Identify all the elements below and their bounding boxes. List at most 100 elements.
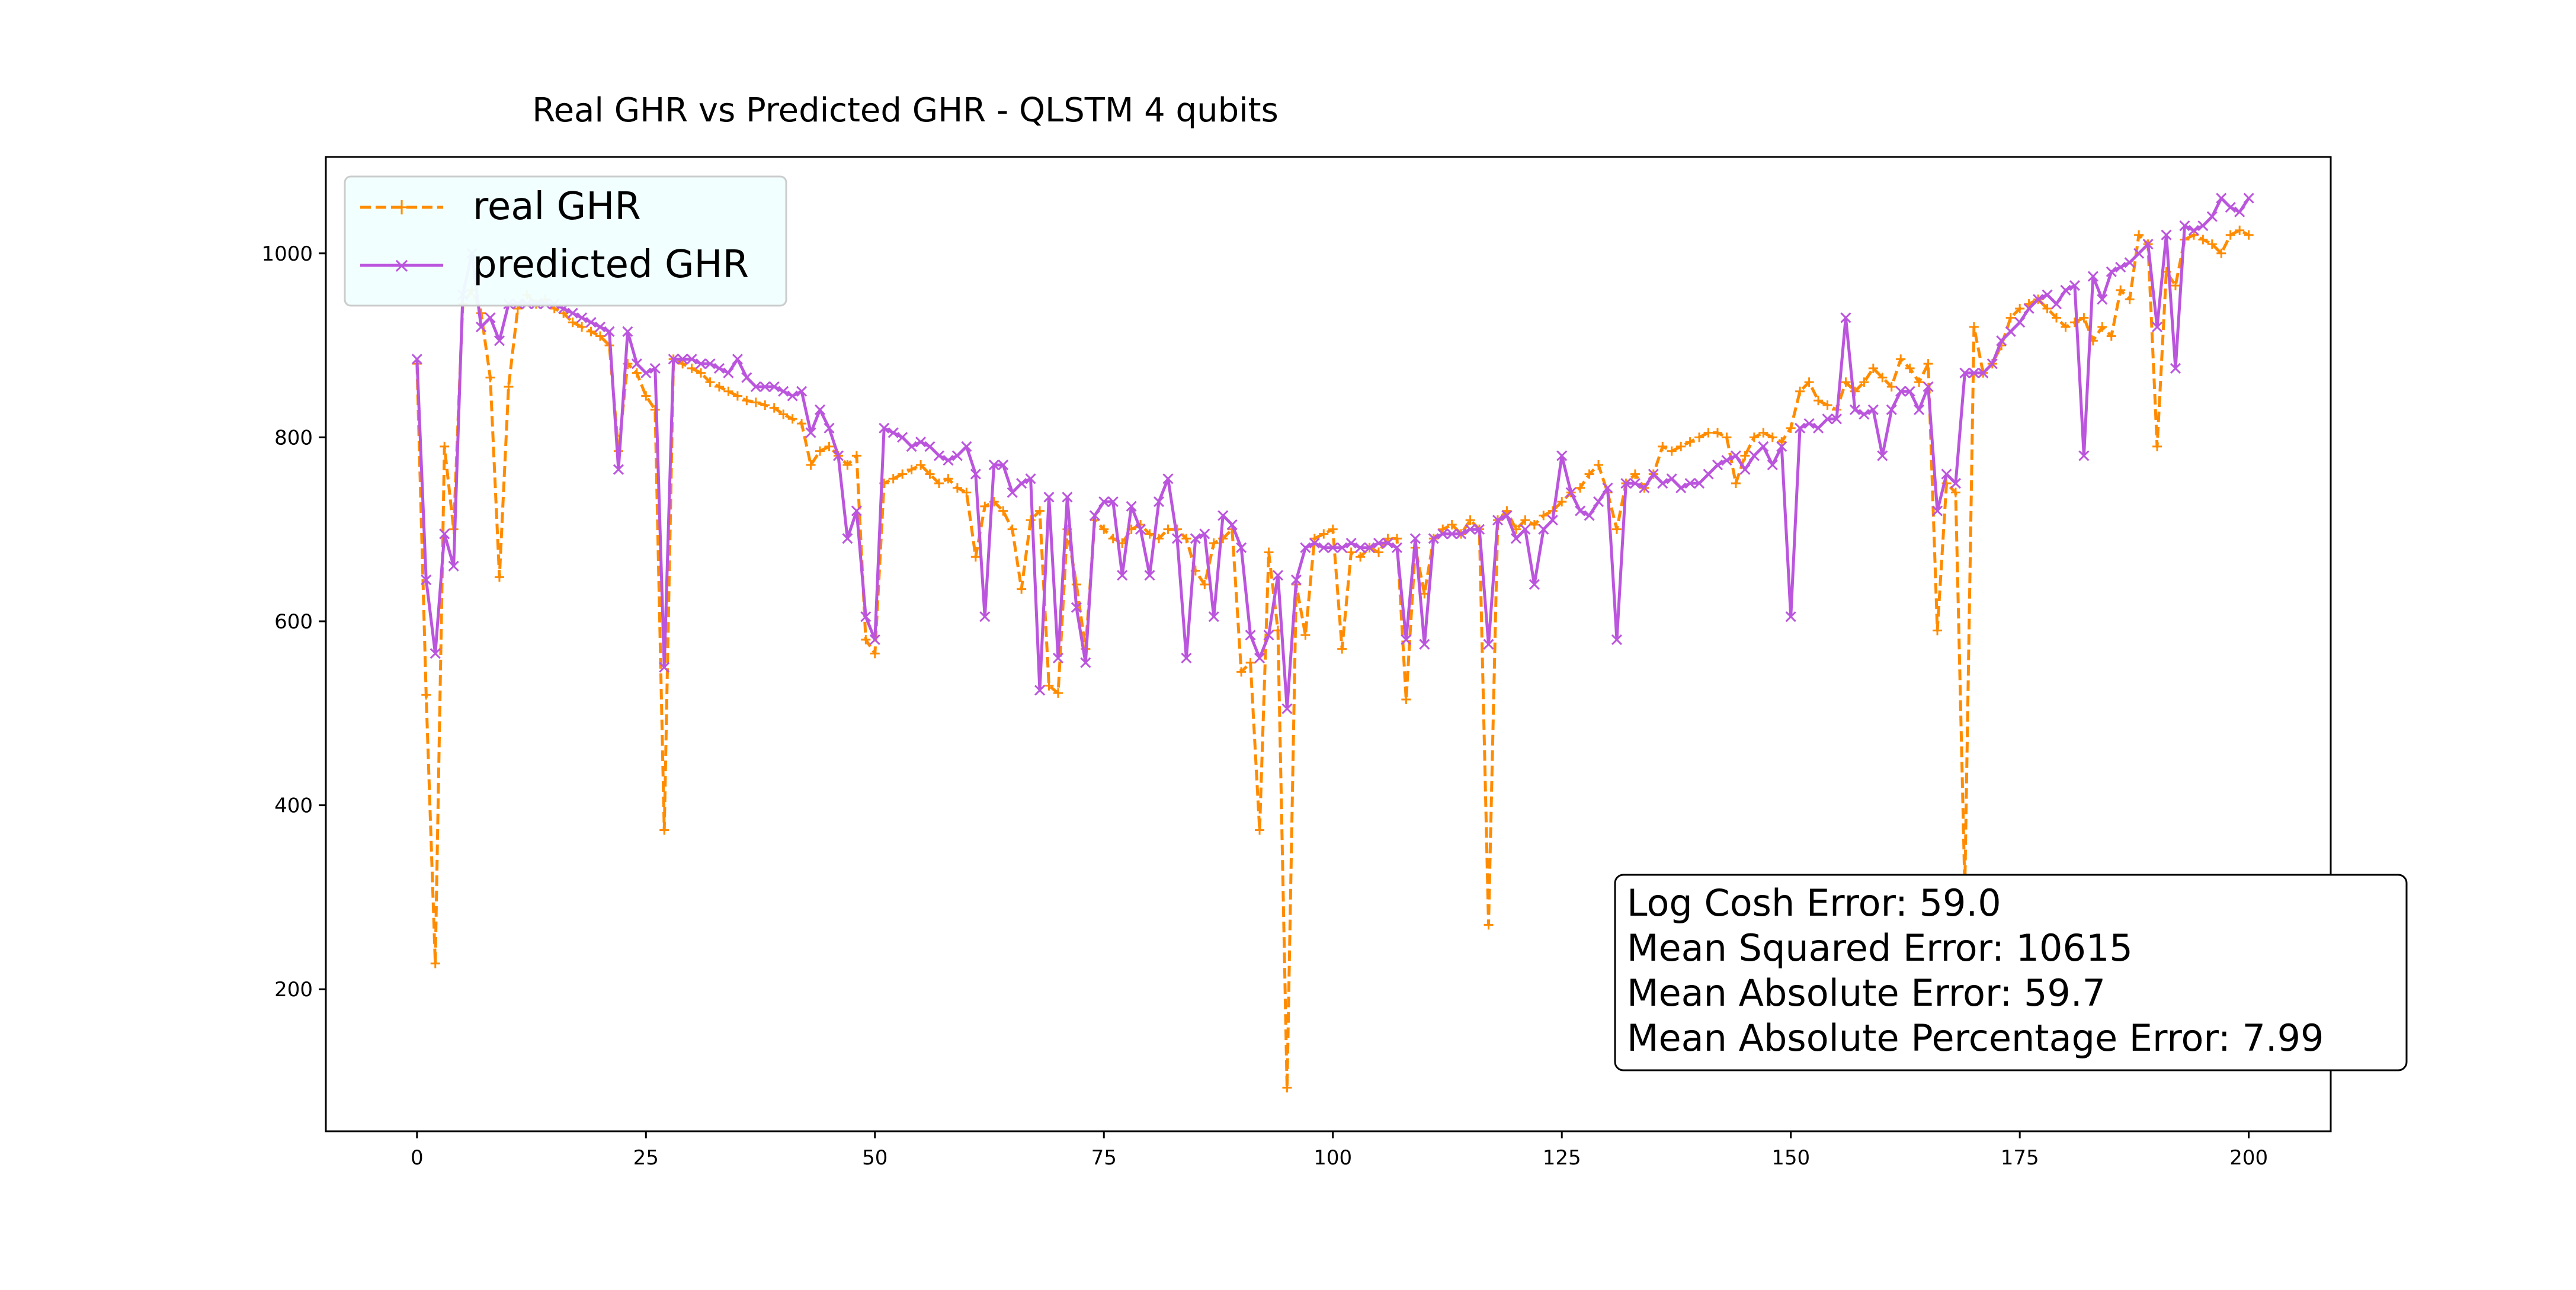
data-point-predicted	[1620, 477, 1632, 489]
data-point-real	[2061, 322, 2071, 332]
data-point-predicted	[1684, 477, 1696, 489]
data-point-real	[1859, 377, 1869, 387]
data-point-real	[1896, 354, 1906, 364]
legend-entry-predicted: × predicted GHR	[360, 243, 749, 287]
data-point-real	[659, 825, 669, 835]
data-point-real	[1667, 446, 1677, 456]
data-point-predicted	[2124, 257, 2135, 268]
data-point-predicted	[1767, 459, 1778, 471]
data-point-predicted	[1391, 542, 1403, 553]
data-point-predicted	[1419, 638, 1430, 650]
data-point-real	[970, 552, 981, 562]
data-point-real	[732, 391, 742, 401]
data-point-real	[2134, 230, 2144, 240]
data-point-real	[1795, 386, 1805, 396]
data-point-predicted	[1739, 464, 1751, 475]
data-point-predicted	[613, 464, 624, 475]
data-point-predicted	[906, 441, 917, 452]
data-point-real	[632, 368, 642, 378]
data-point-real	[1933, 625, 1943, 636]
data-point-predicted	[2087, 271, 2098, 282]
y-tick-label: 400	[274, 794, 313, 818]
data-point-predicted	[1281, 703, 1293, 714]
data-point-real	[1017, 584, 1027, 594]
data-point-real	[1905, 363, 1915, 373]
data-point-predicted	[1290, 575, 1302, 586]
data-point-real	[696, 368, 706, 378]
data-point-predicted	[1758, 441, 1769, 452]
data-point-predicted	[1795, 422, 1806, 434]
data-point-predicted	[1025, 473, 1036, 484]
data-point-real	[751, 397, 761, 407]
data-point-real	[1740, 451, 1750, 461]
data-point-real	[2216, 248, 2226, 258]
data-point-real	[1401, 694, 1411, 704]
x-tick-label: 100	[1313, 1146, 1352, 1170]
data-point-real	[943, 474, 953, 484]
data-point-predicted	[2023, 303, 2034, 315]
data-point-predicted	[1520, 524, 1531, 535]
data-point-predicted	[1337, 542, 1348, 553]
data-point-real	[1209, 538, 1219, 548]
data-point-real	[851, 451, 861, 461]
data-point-real	[980, 501, 990, 511]
data-point-predicted	[741, 372, 752, 383]
data-point-predicted	[430, 648, 441, 659]
data-point-predicted	[1254, 653, 1265, 664]
plot-frame	[325, 156, 2332, 1132]
data-point-predicted	[998, 459, 1009, 471]
data-point-predicted	[2069, 280, 2080, 291]
data-point-predicted	[787, 390, 798, 402]
data-point-real	[1822, 400, 1832, 410]
data-point-real	[769, 403, 779, 413]
data-point-predicted	[860, 611, 872, 622]
data-point-predicted	[567, 307, 578, 319]
data-point-predicted	[832, 450, 844, 461]
data-point-predicted	[1217, 510, 1229, 521]
data-point-real	[1758, 428, 1768, 438]
data-point-predicted	[1529, 579, 1540, 590]
data-point-real	[1236, 667, 1247, 677]
data-point-predicted	[1565, 487, 1577, 498]
data-point-predicted	[1730, 450, 1741, 461]
data-point-real	[797, 419, 807, 429]
data-point-real	[577, 322, 587, 332]
data-point-real	[2235, 225, 2245, 235]
data-point-real	[1255, 825, 1265, 835]
legend-marker-predicted-icon: ×	[393, 253, 411, 278]
data-point-predicted	[640, 367, 652, 378]
data-point-real	[1703, 428, 1713, 438]
metrics-annotation: Log Cosh Error: 59.0 Mean Squared Error:…	[1614, 874, 2408, 1071]
data-point-real	[742, 396, 752, 406]
data-point-predicted	[1501, 510, 1513, 521]
data-point-predicted	[1456, 528, 1467, 540]
data-point-real	[1767, 432, 1777, 442]
data-point-predicted	[439, 528, 450, 540]
x-tick-label: 150	[1771, 1146, 1810, 1170]
data-point-predicted	[924, 441, 935, 452]
data-point-real	[430, 958, 440, 968]
data-point-real	[1346, 547, 1356, 557]
data-point-real	[421, 690, 431, 700]
data-point-predicted	[668, 354, 679, 365]
data-point-real	[1584, 469, 1594, 479]
data-point-real	[1749, 432, 1759, 442]
data-point-real	[1163, 524, 1173, 534]
data-point-real	[1630, 469, 1640, 479]
data-point-real	[504, 381, 514, 392]
data-point-predicted	[2225, 202, 2236, 213]
data-point-real	[2097, 322, 2107, 332]
data-point-real	[1356, 552, 1366, 562]
data-point-predicted	[1153, 496, 1165, 508]
data-point-predicted	[2151, 321, 2163, 333]
data-point-predicted	[2033, 294, 2044, 305]
data-point-predicted	[979, 611, 991, 622]
data-point-real	[1969, 322, 1979, 332]
data-point-predicted	[622, 326, 633, 337]
mape-label: Mean Absolute Percentage Error: 7.99	[1627, 1016, 2324, 1060]
data-point-predicted	[2197, 220, 2209, 232]
data-point-predicted	[1968, 367, 1979, 378]
data-point-predicted	[760, 381, 771, 393]
x-tick-label: 25	[633, 1146, 659, 1170]
data-point-predicted	[1043, 492, 1055, 503]
